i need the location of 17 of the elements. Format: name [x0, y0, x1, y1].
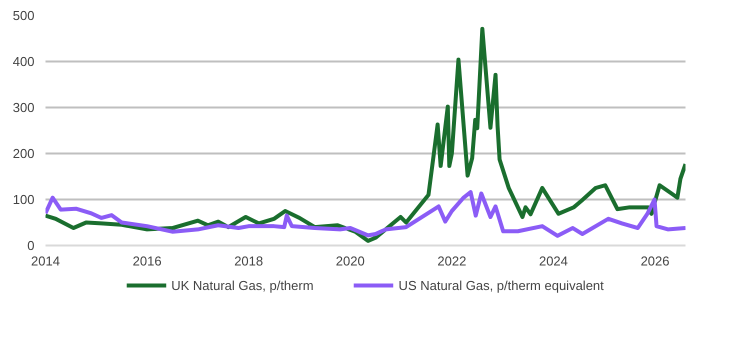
y-tick-label: 500 — [12, 8, 35, 23]
legend-label: US Natural Gas, p/therm equivalent — [398, 278, 604, 292]
x-tick-label: 2026 — [640, 254, 670, 268]
y-tick-label: 400 — [12, 54, 35, 69]
line-series — [46, 26, 686, 243]
y-tick-label: 0 — [27, 238, 35, 253]
y-tick-label: 300 — [12, 100, 35, 115]
y-tick-label: 200 — [12, 146, 35, 161]
x-tick-label: 2018 — [234, 254, 264, 268]
line-series — [46, 190, 686, 238]
legend-label: UK Natural Gas, p/therm — [171, 278, 314, 292]
x-tick-label: 2020 — [336, 254, 365, 268]
x-tick-label: 2016 — [132, 254, 162, 268]
x-tick-label: 2014 — [31, 254, 60, 268]
x-tick-label: 2022 — [437, 254, 466, 268]
x-tick-label: 2024 — [538, 254, 568, 268]
y-tick-label: 100 — [12, 192, 35, 207]
